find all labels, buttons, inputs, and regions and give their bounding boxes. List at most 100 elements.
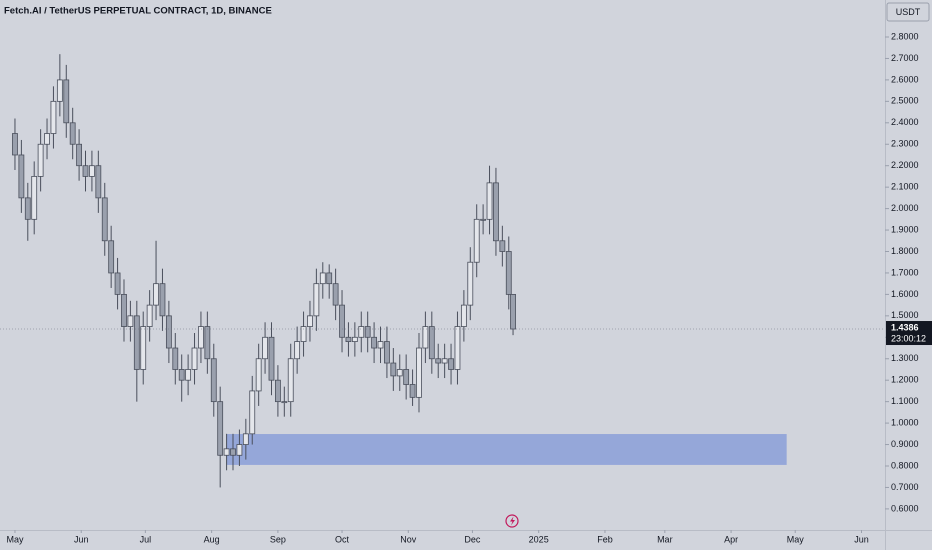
candle-body: [121, 293, 127, 327]
x-tick-label: Feb: [597, 534, 613, 544]
y-tick-label: 1.3000: [891, 353, 919, 363]
candle-body: [44, 133, 50, 145]
candle-body: [242, 433, 249, 445]
y-tick-label: 2.6000: [891, 74, 919, 84]
candle-body: [204, 326, 211, 360]
y-tick-label: 2.1000: [891, 182, 919, 192]
y-tick-label: 1.8000: [891, 246, 919, 256]
candle-body: [319, 272, 326, 285]
candle-body: [185, 369, 192, 381]
candle-body: [358, 326, 365, 338]
y-tick-label: 2.5000: [891, 96, 919, 106]
candle-body: [76, 143, 82, 167]
y-tick-label: 1.7000: [891, 267, 919, 277]
candle-body: [332, 283, 339, 306]
candle-body: [435, 358, 442, 364]
x-tick-label: Sep: [270, 534, 286, 544]
candle-body: [95, 165, 102, 199]
y-tick-label: 2.2000: [891, 160, 919, 170]
x-tick-label: May: [787, 534, 805, 544]
candle-body: [153, 283, 159, 306]
chart-title: Fetch.AI / TetherUS PERPETUAL CONTRACT, …: [4, 6, 272, 17]
icon-circle: [505, 514, 519, 528]
candle-body: [307, 315, 313, 327]
candle-body: [50, 100, 57, 134]
candle-body: [281, 401, 288, 404]
candle-body: [24, 197, 31, 220]
y-tick-label: 1.2000: [891, 375, 919, 385]
candle-body: [56, 79, 63, 102]
candle-body: [178, 369, 185, 381]
candle-body: [140, 326, 147, 370]
candle-body: [422, 326, 429, 349]
x-tick-label: Mar: [657, 534, 673, 544]
candle-body: [210, 358, 217, 403]
candle-body: [223, 448, 230, 456]
candle-body: [262, 336, 268, 360]
candle-body: [294, 341, 301, 360]
candle-body: [480, 218, 487, 221]
candle-body: [390, 362, 397, 377]
candle-body: [345, 336, 352, 342]
candle-body: [351, 336, 358, 342]
candle-body: [428, 326, 435, 360]
last-price-box: [886, 321, 932, 346]
candles: [12, 54, 516, 488]
x-tick-label: Jun: [74, 534, 89, 544]
y-tick-label: 1.0000: [891, 417, 919, 427]
candle-body: [510, 293, 516, 330]
candle-body: [441, 358, 448, 364]
icon-bolt: [510, 516, 515, 526]
y-tick-label: 1.5000: [891, 310, 919, 320]
countdown-label: 23:00:12: [891, 333, 926, 343]
candle-body: [454, 326, 461, 370]
x-tick-label: Aug: [204, 534, 220, 544]
last-price-label: 1.4386: [891, 322, 919, 332]
candle-body: [473, 218, 480, 263]
y-tick-label: 1.1000: [891, 396, 919, 406]
candle-body: [403, 369, 410, 385]
candle-body: [396, 369, 403, 377]
candle-body: [236, 444, 243, 456]
candle-body: [133, 315, 140, 370]
y-tick-label: 2.3000: [891, 139, 919, 149]
y-tick-label: 0.6000: [891, 503, 919, 513]
x-tick-label: Apr: [724, 534, 738, 544]
y-tick-label: 1.9000: [891, 224, 919, 234]
candle-body: [416, 347, 422, 398]
candle-body: [69, 122, 76, 145]
candle-body: [505, 251, 512, 295]
candle-body: [82, 165, 89, 177]
candle-body: [127, 315, 134, 327]
candle-body: [230, 448, 236, 456]
x-tick-label: Oct: [335, 534, 350, 544]
candle-body: [493, 182, 499, 242]
candle-body: [339, 304, 345, 338]
y-tick-label: 2.0000: [891, 203, 919, 213]
candle-body: [198, 326, 204, 349]
y-tick-label: 0.8000: [891, 460, 919, 470]
candle-body: [300, 326, 307, 342]
x-tick-label: Dec: [464, 534, 481, 544]
y-tick-label: 2.7000: [891, 53, 919, 63]
candle-body: [364, 326, 371, 338]
candle-body: [89, 165, 95, 177]
zone: [226, 434, 787, 465]
y-tick-label: 2.8000: [891, 31, 919, 41]
candle-body: [371, 336, 377, 349]
candle-body: [159, 283, 166, 317]
candle-body: [274, 379, 281, 403]
candle-body: [165, 315, 172, 349]
replay-icon[interactable]: [505, 514, 519, 528]
currency-button[interactable]: [886, 2, 930, 22]
candle-body: [467, 261, 474, 306]
x-tick-label: 2025: [529, 534, 549, 544]
candle-body: [326, 272, 333, 285]
candle-body: [191, 347, 198, 370]
candle-body: [384, 341, 390, 364]
candle-body: [448, 358, 454, 370]
y-tick-label: 0.9000: [891, 439, 919, 449]
